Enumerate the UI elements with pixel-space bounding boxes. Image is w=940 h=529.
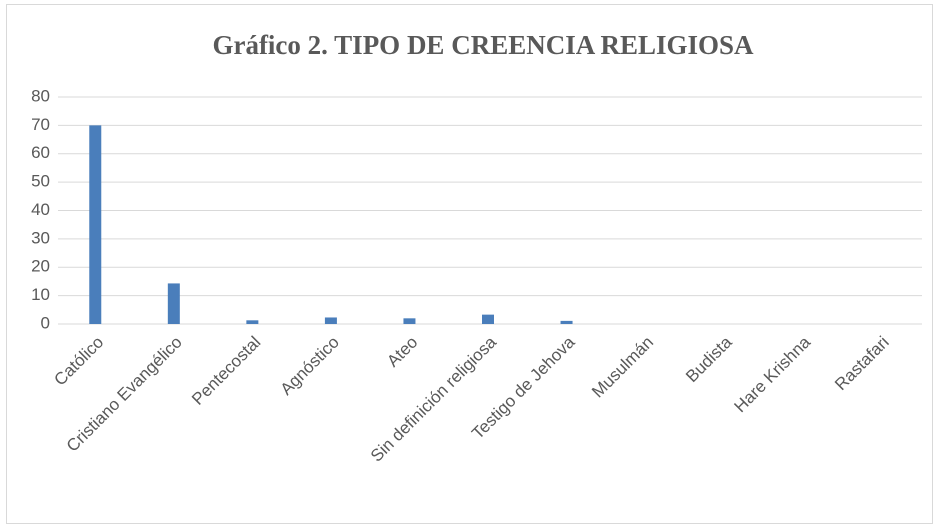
bar [89,125,102,324]
y-tick-label: 50 [31,172,50,191]
chart-border [6,4,933,524]
y-tick-label: 20 [31,257,50,276]
y-tick-label: 40 [31,200,50,219]
y-tick-label: 70 [31,115,50,134]
bar [560,320,573,324]
y-tick-label: 10 [31,285,50,304]
chart-title: Gráfico 2. TIPO DE CREENCIA RELIGIOSA [212,30,754,60]
y-tick-label: 30 [31,228,50,247]
y-tick-label: 60 [31,143,50,162]
bar [246,320,259,324]
bar [324,317,337,324]
y-tick-label: 80 [31,86,50,105]
bar [167,283,180,324]
bar [403,318,416,324]
bar [482,314,494,324]
y-tick-label: 0 [41,313,50,332]
